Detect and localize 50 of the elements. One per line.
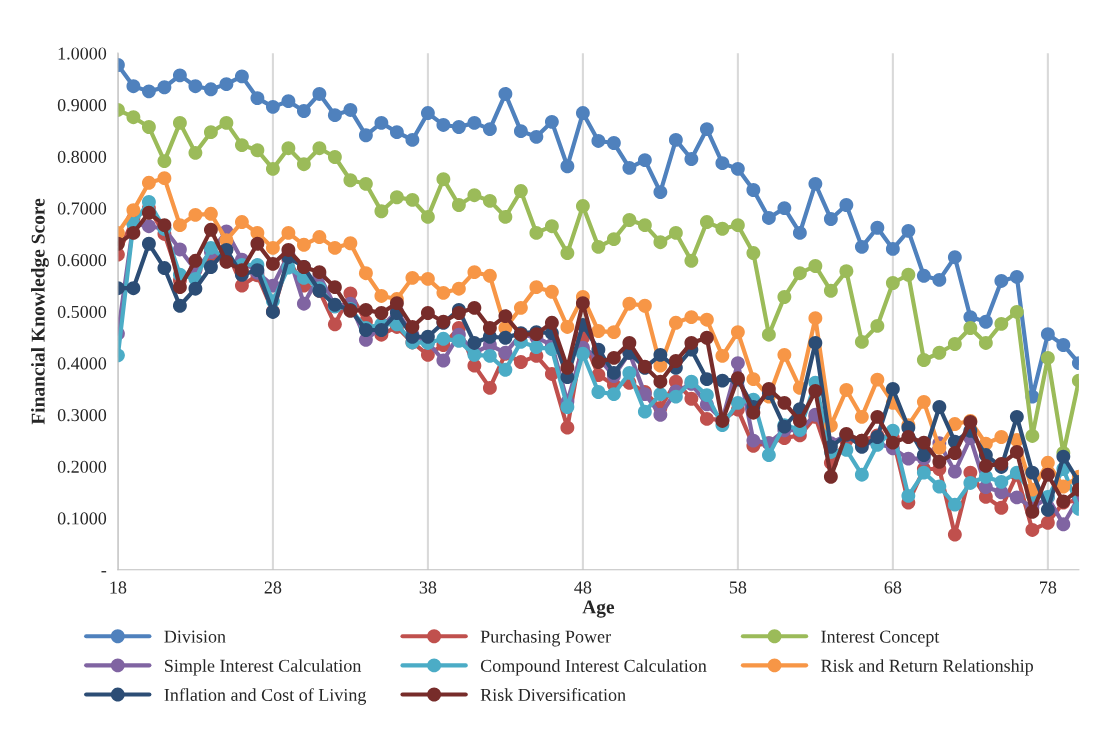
legend-label: Interest Concept [821, 630, 940, 647]
legend-label: Risk Diversification [480, 688, 626, 702]
point [947, 464, 962, 479]
point [436, 353, 451, 368]
point [947, 527, 962, 542]
legend-label: Compound Interest Calculation [480, 659, 707, 676]
point [1056, 517, 1071, 532]
x-tick-label: 58 [729, 581, 747, 594]
point [1009, 490, 1024, 505]
y-tick-label: 0.6000 [57, 254, 107, 267]
x-tick-label: 48 [574, 581, 592, 594]
x-axis-title: Age [582, 600, 615, 618]
y-tick-label: 0.2000 [57, 460, 107, 473]
x-tick-label: 28 [264, 581, 282, 594]
y-tick-label: - [101, 571, 107, 573]
point [994, 500, 1009, 515]
legend-label: Risk and Return Relationship [821, 659, 1034, 676]
point [482, 380, 497, 395]
point [653, 407, 668, 422]
legend-label: Inflation and Cost of Living [164, 688, 367, 705]
point [699, 411, 714, 426]
legend-label: Division [164, 630, 226, 643]
y-axis-title: Financial Knowledge Score [31, 198, 49, 425]
point [327, 317, 342, 332]
point [420, 347, 435, 362]
point [141, 219, 156, 234]
y-tick-label: 0.9000 [57, 99, 107, 112]
x-tick-label: 18 [110, 581, 127, 594]
x-tick-label: 78 [1040, 581, 1057, 594]
y-tick-label: 0.5000 [57, 305, 107, 318]
legend-label: Simple Interest Calculation [165, 659, 362, 676]
point [684, 391, 699, 406]
point [1025, 523, 1040, 537]
point [172, 242, 187, 257]
y-tick-label: 1.0000 [58, 47, 107, 60]
point [746, 433, 761, 448]
point [296, 296, 311, 311]
y-tick-label: 0.7000 [57, 202, 107, 215]
point [513, 355, 528, 370]
x-tick-label: 68 [884, 581, 902, 594]
point [1040, 515, 1055, 530]
point [730, 356, 745, 371]
y-tick-label: 0.4000 [57, 357, 107, 370]
point [901, 451, 916, 466]
legend-label: Purchasing Power [480, 630, 611, 647]
y-tick-label: 0.3000 [57, 409, 107, 422]
y-tick-label: 0.8000 [57, 150, 107, 163]
x-tick-label: 38 [419, 581, 437, 594]
point [560, 420, 575, 435]
y-tick-label: 0.1000 [57, 512, 107, 525]
